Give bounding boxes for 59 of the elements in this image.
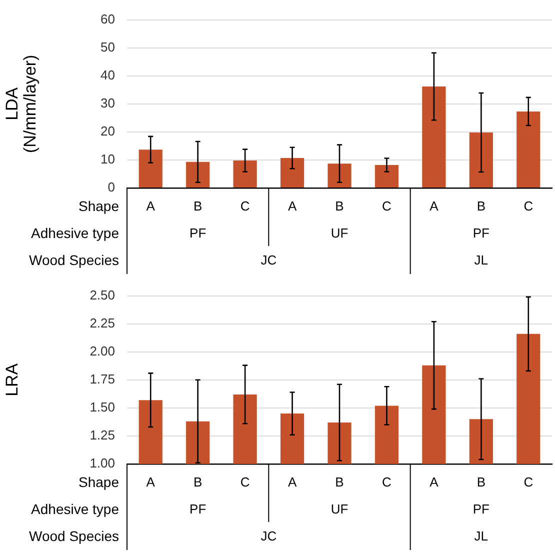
- text: Adhesive type: [31, 500, 120, 517]
- y-tick-label: 0: [108, 180, 115, 195]
- text: JL: [474, 252, 488, 268]
- text: PF: [190, 226, 206, 241]
- text: PF: [472, 226, 490, 241]
- y-tick-label: 40: [100, 67, 115, 82]
- x-tick-label: A: [430, 474, 439, 490]
- x-tick-label: A: [288, 474, 297, 490]
- x-tick-label: B: [335, 198, 344, 214]
- x-tick-label: B: [193, 474, 202, 490]
- bar: [233, 160, 257, 188]
- text: UF: [330, 226, 348, 241]
- bar: [186, 162, 210, 188]
- bar: [374, 165, 399, 188]
- y-tick-label: 1.00: [90, 456, 115, 471]
- x-tick-label: A: [288, 198, 297, 214]
- bar: [138, 150, 162, 188]
- x-tick-label: C: [524, 474, 534, 490]
- text: Wood Species: [28, 528, 119, 544]
- text: JC: [260, 252, 277, 268]
- text: Shape: [78, 198, 120, 214]
- y-tick-label: 2.50: [90, 287, 115, 302]
- text: PF: [472, 502, 490, 517]
- x-tick-label: B: [476, 198, 486, 214]
- text: JC: [260, 528, 277, 544]
- y-tick-label: 2.25: [90, 315, 115, 330]
- x-tick-label: C: [240, 198, 250, 214]
- y-tick-label: 20: [100, 124, 115, 139]
- text: PF: [190, 502, 206, 517]
- x-tick-label: C: [240, 474, 250, 490]
- x-tick-label: A: [430, 198, 439, 214]
- y-tick-label: 50: [100, 39, 115, 54]
- y-tick-label: 1.75: [90, 371, 115, 386]
- x-tick-label: C: [382, 198, 392, 214]
- y-tick-label: 1.25: [90, 428, 115, 443]
- bar: [469, 132, 493, 188]
- x-tick-label: A: [146, 474, 156, 490]
- text: Adhesive type: [31, 224, 120, 241]
- text: Shape: [78, 474, 120, 490]
- bar: [422, 86, 446, 188]
- x-tick-label: B: [476, 474, 486, 490]
- bar: [280, 158, 304, 188]
- y-axis-title: LRA: [2, 362, 22, 396]
- x-tick-label: C: [382, 474, 392, 490]
- x-tick-label: B: [335, 474, 344, 490]
- y-tick-label: 1.50: [90, 400, 115, 415]
- y-tick-label: 2.00: [90, 343, 115, 358]
- bar: [328, 164, 352, 188]
- text: Wood Species: [28, 252, 119, 268]
- bar: [516, 111, 540, 188]
- x-tick-label: B: [193, 198, 202, 214]
- text: JL: [474, 528, 488, 544]
- x-tick-label: C: [524, 198, 534, 214]
- x-tick-label: A: [146, 198, 156, 214]
- y-axis-title: LDA (N/mm/layer): [2, 54, 40, 154]
- text: UF: [330, 502, 348, 517]
- y-tick-label: 10: [100, 152, 115, 167]
- y-tick-label: 30: [100, 95, 115, 110]
- y-tick-label: 60: [100, 11, 115, 26]
